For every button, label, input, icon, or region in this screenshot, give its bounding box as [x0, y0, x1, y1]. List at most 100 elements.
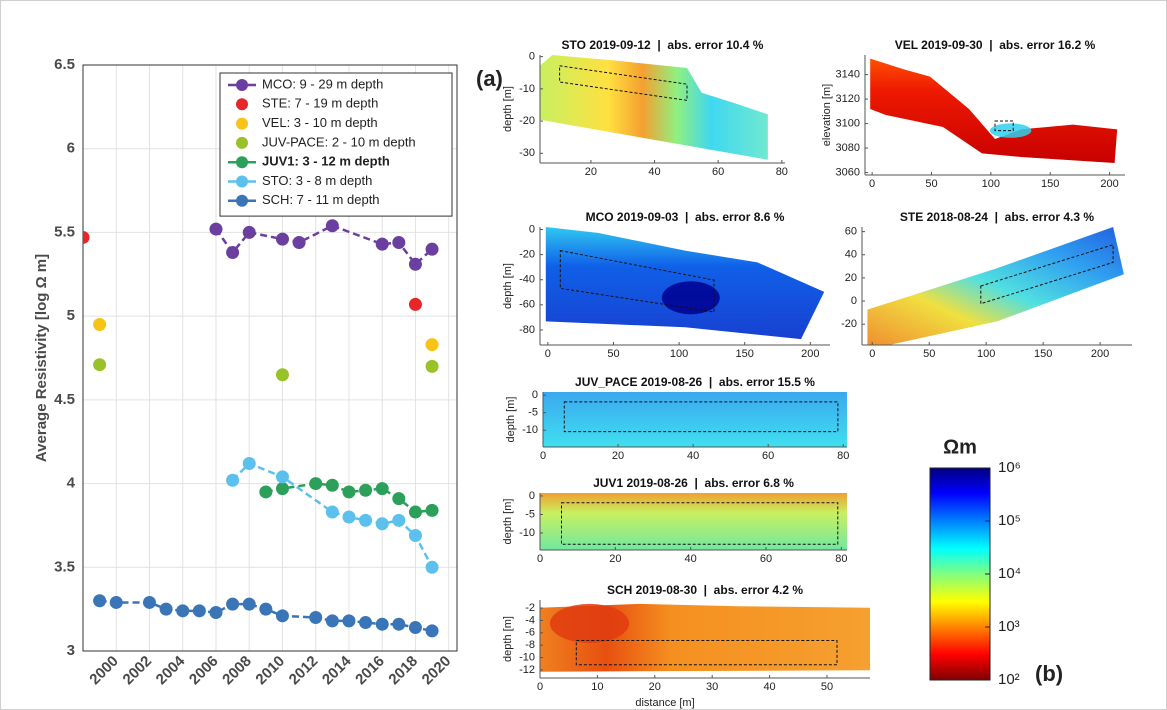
data-point [392, 513, 406, 527]
x-tick-label: 40 [685, 553, 697, 565]
x-tick-label: 2016 [352, 653, 388, 689]
analysis-window [559, 249, 715, 313]
y-tick-label: 4 [67, 475, 76, 492]
data-point [275, 609, 289, 623]
data-point [425, 242, 439, 256]
y-tick-label: -30 [519, 147, 535, 159]
legend-label: JUV1: 3 - 12 m depth [262, 154, 390, 169]
analysis-window [560, 502, 839, 545]
data-point [392, 617, 406, 631]
x-tick-label: 100 [977, 348, 995, 360]
x-tick-label: 2000 [86, 653, 122, 689]
legend-marker [236, 117, 248, 130]
y-tick-label: 4.5 [54, 391, 75, 408]
data-point [83, 230, 90, 244]
y-tick-label: 3.5 [54, 558, 75, 575]
data-point [176, 604, 190, 618]
data-point [93, 318, 107, 332]
x-tick-label: 100 [670, 348, 688, 360]
x-tick-label: 200 [801, 348, 819, 360]
analysis-window [980, 244, 1114, 305]
data-point [242, 456, 256, 470]
x-tick-label: 50 [923, 348, 935, 360]
legend-marker [236, 194, 248, 207]
resistivity-image [870, 58, 1118, 163]
y-tick-label: -60 [519, 299, 535, 311]
data-point [325, 505, 339, 519]
data-point [408, 257, 422, 271]
legend-marker [236, 98, 248, 111]
data-point [275, 470, 289, 484]
data-point [309, 611, 323, 625]
data-point [425, 560, 439, 574]
x-tick-label: 50 [821, 681, 833, 693]
x-tick-label: 10 [591, 681, 603, 693]
colorbar-tick-label: 10⁵ [998, 512, 1021, 529]
data-point [342, 510, 356, 524]
panel-title: STE 2018-08-24 | abs. error 4.3 % [900, 210, 1094, 224]
y-tick-label: -2 [525, 602, 535, 614]
y-tick-label: 6 [67, 140, 75, 157]
data-point [259, 485, 273, 499]
data-point [342, 614, 356, 628]
plot-frame [82, 64, 458, 652]
y-tick-label: 3 [67, 642, 75, 659]
data-point [325, 478, 339, 492]
data-point [359, 616, 373, 630]
y-tick-label: 0 [532, 389, 538, 401]
colorbar-tick-label: 10³ [998, 618, 1020, 635]
y-tick-label: -40 [519, 274, 535, 286]
legend-box [219, 72, 453, 217]
resistivity-image [540, 55, 768, 160]
legend-label: STO: 3 - 8 m depth [262, 173, 372, 188]
data-point [408, 505, 422, 519]
y-tick-label: -5 [525, 508, 535, 520]
panel-label: (a) [476, 66, 503, 91]
data-point [408, 621, 422, 635]
legend-label: MCO: 9 - 29 m depth [262, 76, 383, 91]
panel-title: JUV_PACE 2019-08-26 | abs. error 15.5 % [575, 375, 815, 389]
x-tick-label: 2014 [319, 652, 355, 688]
y-axis-label: depth [m] [505, 397, 517, 443]
x-tick-label: 150 [1034, 348, 1052, 360]
x-tick-label: 20 [585, 166, 597, 178]
y-tick-label: 40 [845, 249, 857, 261]
y-tick-label: 3080 [836, 142, 860, 154]
y-tick-label: 3060 [836, 166, 860, 178]
colorbar [929, 467, 991, 681]
x-tick-label: 0 [545, 348, 551, 360]
legend-label: VEL: 3 - 10 m depth [262, 115, 378, 130]
x-tick-label: 80 [837, 450, 849, 462]
data-point [325, 614, 339, 628]
x-tick-label: 150 [736, 348, 754, 360]
y-axis-label: depth [m] [502, 616, 514, 662]
x-tick-label: 0 [537, 553, 543, 565]
x-tick-label: 2002 [120, 653, 156, 689]
data-point [226, 473, 240, 487]
y-tick-label: -6 [525, 627, 535, 639]
x-tick-label: 2018 [385, 653, 421, 689]
data-point [109, 595, 123, 609]
series-layer [83, 219, 439, 638]
x-tick-label: 2012 [286, 653, 322, 689]
x-tick-label: 60 [762, 450, 774, 462]
resistivity-anomaly [661, 281, 720, 315]
data-point [425, 503, 439, 517]
data-point [392, 235, 406, 249]
data-point [359, 483, 373, 497]
y-tick-label: -10 [522, 424, 538, 436]
y-tick-label: -10 [519, 651, 535, 663]
data-point [142, 595, 156, 609]
panel-title: VEL 2019-09-30 | abs. error 16.2 % [895, 38, 1096, 52]
x-tick-label: 200 [1100, 178, 1118, 190]
legend-label: STE: 7 - 19 m depth [262, 96, 378, 111]
legend-marker [236, 79, 248, 91]
x-tick-label: 80 [776, 166, 788, 178]
panel-title: MCO 2019-09-03 | abs. error 8.6 % [586, 210, 785, 224]
y-tick-label: 60 [845, 226, 857, 238]
x-tick-label: 2020 [419, 653, 455, 689]
analysis-window [559, 65, 688, 101]
data-point [275, 368, 289, 382]
data-point [242, 225, 256, 239]
y-axis-label: depth [m] [502, 499, 514, 545]
